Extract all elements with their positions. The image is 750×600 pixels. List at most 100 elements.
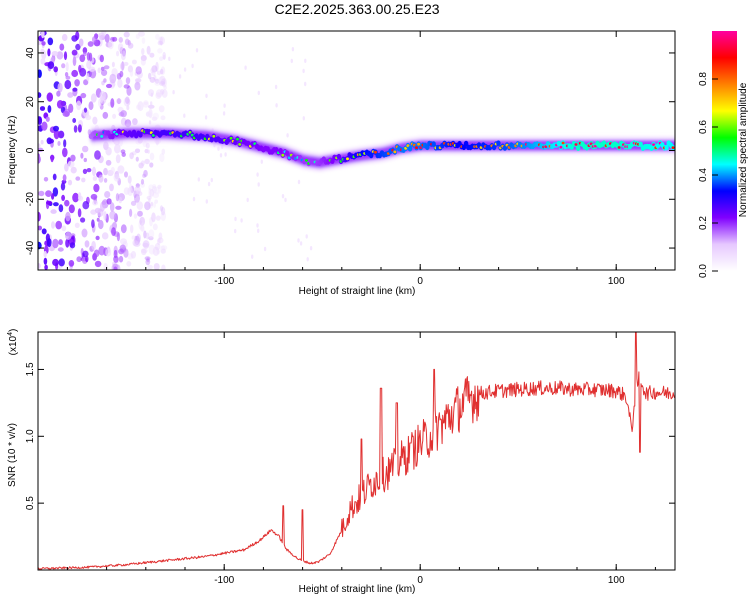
heatmap-cell: [80, 92, 87, 99]
heatmap-cell: [62, 147, 68, 158]
heatmap-cell: [222, 111, 226, 116]
heatmap-cell: [161, 78, 167, 88]
heatmap-cell: [57, 130, 65, 139]
spectrogram-cells: [38, 31, 675, 270]
heatmap-cell: [86, 52, 91, 61]
heatmap-cell: [142, 140, 148, 148]
heatmap-cell: [129, 208, 133, 217]
heatmap-cell: [153, 186, 160, 195]
heatmap-cell: [183, 67, 187, 72]
heatmap-cell: [130, 224, 134, 234]
heatmap-cell: [145, 112, 150, 117]
heatmap-cell: [145, 258, 151, 266]
heatmap-cell: [109, 183, 114, 192]
heatmap-cell: [130, 251, 137, 259]
heatmap-cell: [157, 184, 162, 189]
heatmap-cell: [118, 112, 125, 117]
heatmap-cell: [63, 139, 67, 148]
heatmap-cell: [137, 101, 144, 112]
heatmap-cell: [81, 228, 88, 238]
heatmap-cell: [304, 81, 307, 87]
heatmap-cell: [152, 112, 159, 120]
heatmap-cell: [106, 198, 112, 205]
heatmap-cell: [574, 143, 578, 146]
heatmap-cell: [95, 235, 100, 241]
snr-multiplier: (x104): [7, 329, 19, 356]
heatmap-cell: [69, 242, 76, 249]
heatmap-cell: [51, 221, 55, 229]
heatmap-cell: [496, 140, 501, 146]
heatmap-cell: [158, 76, 164, 84]
heatmap-cell: [98, 245, 106, 256]
heatmap-cell: [72, 87, 78, 92]
x-tick-label: 0: [417, 575, 423, 586]
heatmap-cell: [53, 125, 59, 132]
heatmap-cell: [47, 61, 55, 69]
heatmap-cell: [90, 93, 97, 103]
heatmap-cell: [44, 264, 48, 270]
heatmap-cell: [119, 62, 125, 70]
heatmap-cell: [142, 173, 147, 178]
heatmap-cell: [150, 92, 154, 98]
spectrogram-x-ticks: -100 0 100: [66, 31, 656, 287]
heatmap-cell: [154, 199, 158, 204]
heatmap-cell: [91, 240, 96, 251]
heatmap-cell: [71, 49, 78, 56]
heatmap-cell: [297, 179, 301, 185]
heatmap-cell: [130, 200, 137, 206]
heatmap-cell: [148, 108, 153, 119]
heatmap-cell: [157, 48, 163, 54]
heatmap-cell: [158, 232, 163, 240]
heatmap-cell: [98, 219, 104, 230]
heatmap-cell: [191, 63, 194, 69]
heatmap-cell: [80, 217, 86, 223]
heatmap-cell: [346, 157, 349, 161]
heatmap-cell: [112, 113, 117, 119]
heatmap-cell: [52, 187, 59, 197]
x-tick-label: -100: [214, 276, 234, 287]
heatmap-cell: [43, 257, 48, 265]
heatmap-cell: [135, 190, 140, 197]
heatmap-cell: [131, 235, 136, 240]
heatmap-cell: [234, 216, 237, 222]
heatmap-cell: [160, 245, 168, 251]
heatmap-cell: [43, 177, 49, 182]
heatmap-cell: [251, 254, 254, 259]
heatmap-cell: [41, 121, 48, 131]
heatmap-cell: [134, 193, 140, 203]
heatmap-cell: [92, 166, 96, 177]
spectrogram-x-label: Height of straight line (km): [299, 286, 416, 297]
heatmap-cell: [134, 71, 138, 76]
heatmap-cell: [101, 232, 109, 240]
heatmap-cell: [256, 172, 259, 177]
heatmap-cell: [53, 202, 59, 207]
heatmap-cell: [146, 195, 152, 200]
heatmap-cell: [38, 69, 42, 78]
heatmap-cell: [137, 210, 143, 217]
heatmap-cell: [116, 98, 122, 104]
colorbar-bar: [712, 31, 737, 271]
heatmap-cell: [286, 133, 289, 138]
heatmap-cell: [229, 136, 233, 140]
colorbar-tick-label: 0.8: [698, 72, 709, 86]
heatmap-cell: [85, 114, 92, 121]
heatmap-cell: [62, 174, 67, 182]
heatmap-cell: [204, 115, 208, 120]
heatmap-cell: [58, 204, 64, 213]
heatmap-cell: [75, 31, 80, 41]
heatmap-cell: [576, 145, 581, 151]
heatmap-cell: [155, 215, 161, 221]
heatmap-cell: [115, 205, 122, 210]
heatmap-cell: [155, 92, 162, 99]
heatmap-cell: [86, 60, 92, 69]
heatmap-cell: [172, 90, 175, 95]
spectrogram-y-label: Frequency (Hz): [7, 116, 18, 185]
heatmap-cell: [617, 146, 621, 149]
heatmap-cell: [162, 55, 166, 60]
heatmap-cell: [40, 58, 46, 65]
heatmap-cell: [92, 200, 99, 206]
heatmap-cell: [118, 196, 123, 204]
heatmap-cell: [105, 146, 112, 156]
heatmap-cell: [309, 246, 313, 251]
heatmap-cell: [114, 144, 121, 154]
